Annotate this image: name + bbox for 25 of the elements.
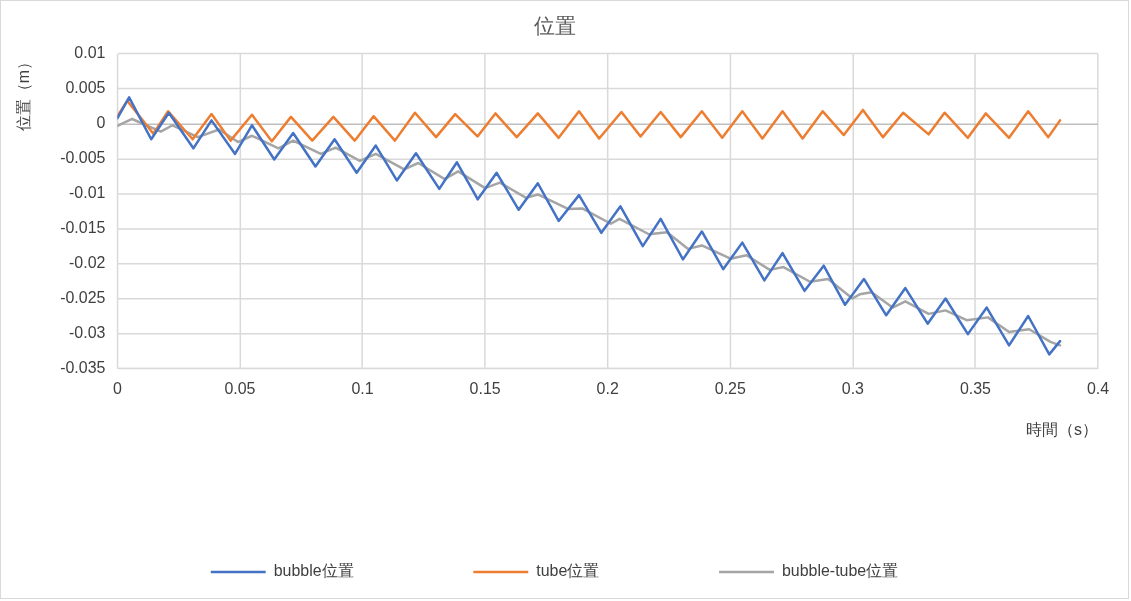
y-tick-label: 0.01 bbox=[74, 44, 106, 62]
y-tick-label: 0 bbox=[96, 114, 106, 132]
legend-label: bubble-tube位置 bbox=[781, 562, 899, 580]
y-axis-title: 位置（m） bbox=[14, 54, 32, 132]
x-tick-label: 0.1 bbox=[351, 380, 374, 398]
y-tick-label: -0.01 bbox=[69, 184, 106, 202]
x-tick-label: 0 bbox=[112, 380, 122, 398]
x-tick-label: 0.05 bbox=[224, 380, 256, 398]
x-tick-label: 0.35 bbox=[959, 380, 992, 398]
y-tick-label: 0.005 bbox=[65, 79, 106, 97]
y-tick-label: -0.02 bbox=[69, 253, 106, 271]
y-tick-label: -0.025 bbox=[60, 288, 106, 306]
y-tick-label: -0.03 bbox=[69, 323, 106, 341]
x-tick-label: 0.25 bbox=[714, 380, 746, 398]
chart-title: 位置 bbox=[533, 14, 576, 38]
y-tick-label: -0.015 bbox=[60, 219, 106, 237]
legend-label: bubble位置 bbox=[273, 562, 354, 580]
x-axis-title: 時間（s） bbox=[1026, 421, 1099, 439]
x-tick-label: 0.4 bbox=[1086, 380, 1110, 398]
x-tick-label: 0.3 bbox=[841, 380, 865, 398]
y-tick-label: -0.035 bbox=[60, 358, 106, 376]
x-tick-label: 0.15 bbox=[469, 380, 501, 398]
x-tick-label: 0.2 bbox=[596, 380, 619, 398]
y-tick-label: -0.005 bbox=[60, 149, 106, 167]
legend-label: tube位置 bbox=[536, 562, 600, 580]
